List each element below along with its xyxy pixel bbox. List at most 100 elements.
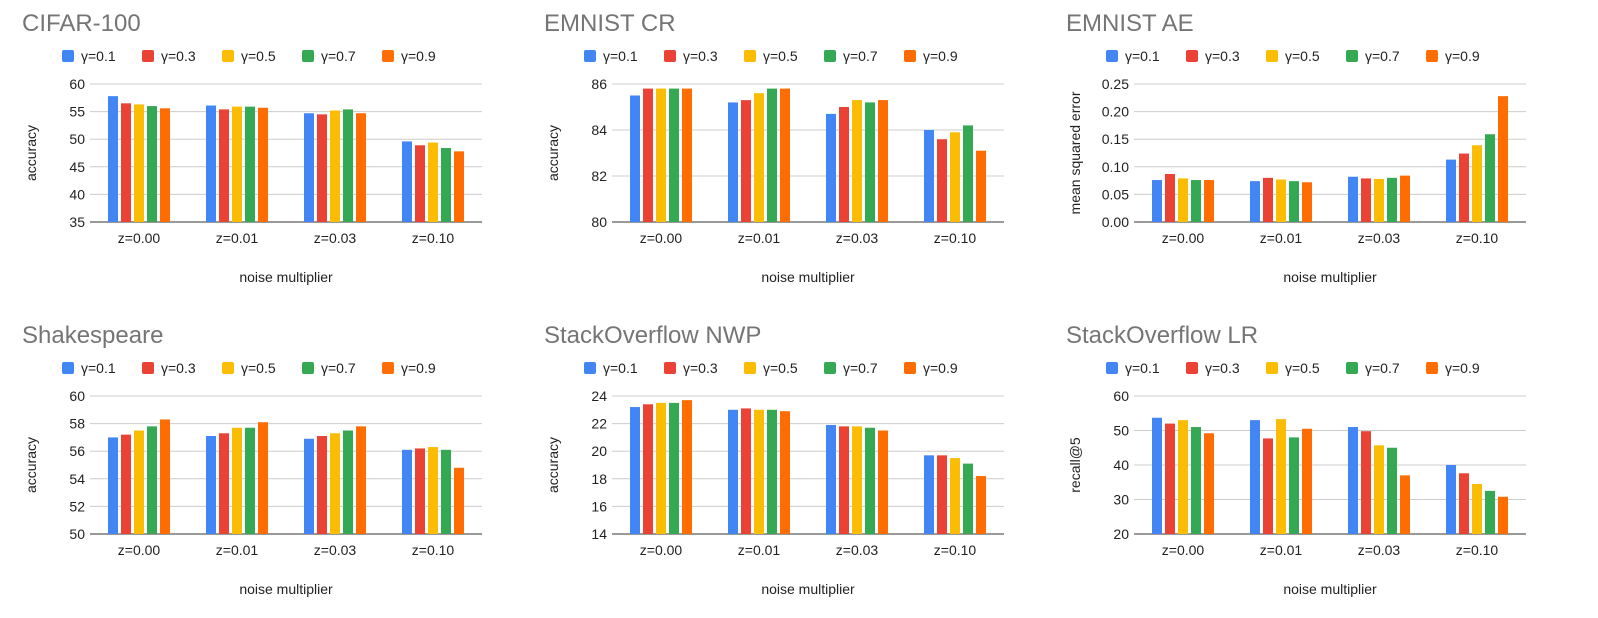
bar — [415, 145, 425, 222]
legend-item: γ=0.1 — [1106, 360, 1160, 376]
legend-item: γ=0.5 — [1266, 48, 1320, 64]
legend-item: γ=0.9 — [904, 48, 958, 64]
bar — [865, 427, 875, 534]
bar — [1459, 153, 1469, 222]
y-tick-label: 60 — [1113, 388, 1129, 404]
y-tick-label: 55 — [69, 104, 85, 120]
bar — [1204, 180, 1214, 222]
bar — [1276, 419, 1286, 534]
legend-label: γ=0.5 — [763, 360, 798, 376]
y-tick-label: 40 — [1113, 457, 1129, 473]
legend-swatch — [382, 362, 394, 374]
y-tick-label: 84 — [591, 122, 607, 138]
chart-panel-emnist-ae: EMNIST AE γ=0.1 γ=0.3 γ=0.5 γ=0.7 γ=0.9 0.00 0.… — [1044, 0, 1564, 300]
legend-item: γ=0.9 — [1426, 360, 1480, 376]
y-tick-label: 40 — [69, 186, 85, 202]
bar — [1348, 176, 1358, 222]
legend-label: γ=0.9 — [1445, 360, 1480, 376]
x-tick-label: z=0.10 — [412, 542, 455, 558]
bar — [1498, 96, 1508, 222]
bar — [852, 100, 862, 222]
bar — [924, 130, 934, 222]
bar — [219, 109, 229, 222]
legend-item: γ=0.7 — [1346, 360, 1400, 376]
legend-label: γ=0.1 — [81, 360, 116, 376]
bar — [1348, 427, 1358, 534]
y-tick-label: 80 — [591, 214, 607, 230]
legend-item: γ=0.5 — [744, 48, 798, 64]
y-tick-label: 86 — [591, 76, 607, 92]
y-tick-label: 24 — [591, 388, 607, 404]
chart-svg: StackOverflow LR γ=0.1 γ=0.3 γ=0.5 γ=0.7 γ=0.… — [1066, 322, 1526, 597]
bar — [160, 108, 170, 222]
bar — [826, 113, 836, 222]
bar — [780, 88, 790, 222]
bar — [206, 105, 216, 222]
bar — [669, 88, 679, 222]
legend-swatch — [664, 50, 676, 62]
chart-panel-shakespeare: Shakespeare γ=0.1 γ=0.3 γ=0.5 γ=0.7 γ=0.9 50 52… — [0, 312, 520, 612]
bar — [754, 93, 764, 222]
bar — [304, 438, 314, 534]
bar — [1165, 173, 1175, 222]
bar — [937, 455, 947, 534]
bar — [160, 419, 170, 534]
bar — [1400, 175, 1410, 222]
x-tick-label: z=0.03 — [836, 542, 879, 558]
legend-item: γ=0.7 — [302, 48, 356, 64]
x-tick-label: z=0.01 — [1260, 230, 1303, 246]
legend-label: γ=0.5 — [1285, 48, 1320, 64]
bar — [1302, 182, 1312, 222]
y-tick-label: 60 — [69, 76, 85, 92]
bar — [415, 448, 425, 534]
legend-swatch — [1186, 362, 1198, 374]
legend-item: γ=0.7 — [1346, 48, 1400, 64]
bar — [147, 426, 157, 534]
bar — [878, 100, 888, 222]
bar — [245, 427, 255, 534]
legend-item: γ=0.1 — [584, 360, 638, 376]
chart-svg: EMNIST AE γ=0.1 γ=0.3 γ=0.5 γ=0.7 γ=0.9 0.00 0.… — [1066, 10, 1526, 285]
bar — [780, 411, 790, 534]
legend-item: γ=0.7 — [824, 360, 878, 376]
bar — [402, 141, 412, 222]
legend-label: γ=0.7 — [321, 48, 356, 64]
bar — [767, 88, 777, 222]
legend-label: γ=0.7 — [321, 360, 356, 376]
bar — [1178, 420, 1188, 534]
bar — [1387, 177, 1397, 222]
x-tick-label: z=0.03 — [1358, 230, 1401, 246]
bar — [206, 436, 216, 534]
chart-svg: EMNIST CR γ=0.1 γ=0.3 γ=0.5 γ=0.7 γ=0.9 80 82 84… — [544, 10, 1004, 285]
y-tick-label: 20 — [1113, 526, 1129, 542]
bar — [1263, 438, 1273, 534]
legend-label: γ=0.1 — [81, 48, 116, 64]
bar — [402, 449, 412, 534]
x-tick-label: z=0.01 — [738, 230, 781, 246]
bar — [232, 106, 242, 222]
legend-swatch — [1106, 362, 1118, 374]
chart-svg: StackOverflow NWP γ=0.1 γ=0.3 γ=0.5 γ=0.7 γ=0… — [544, 322, 1004, 597]
y-tick-label: 0.00 — [1102, 214, 1129, 230]
x-axis-label: noise multiplier — [1283, 269, 1377, 285]
bar — [1250, 181, 1260, 222]
legend-swatch — [302, 362, 314, 374]
legend-label: γ=0.9 — [923, 48, 958, 64]
chart-title: EMNIST AE — [1066, 10, 1194, 37]
legend-label: γ=0.3 — [683, 360, 718, 376]
x-tick-label: z=0.03 — [314, 230, 357, 246]
bar — [1302, 428, 1312, 534]
bar — [839, 426, 849, 534]
legend-item: γ=0.1 — [584, 48, 638, 64]
legend-label: γ=0.1 — [1125, 48, 1160, 64]
bar — [1374, 445, 1384, 534]
legend-swatch — [62, 50, 74, 62]
y-tick-label: 0.05 — [1102, 186, 1129, 202]
bar — [441, 449, 451, 534]
x-tick-label: z=0.00 — [640, 230, 683, 246]
bar — [317, 436, 327, 534]
legend-item: γ=0.3 — [1186, 48, 1240, 64]
legend-swatch — [904, 362, 916, 374]
legend-swatch — [1266, 50, 1278, 62]
bar — [754, 409, 764, 534]
